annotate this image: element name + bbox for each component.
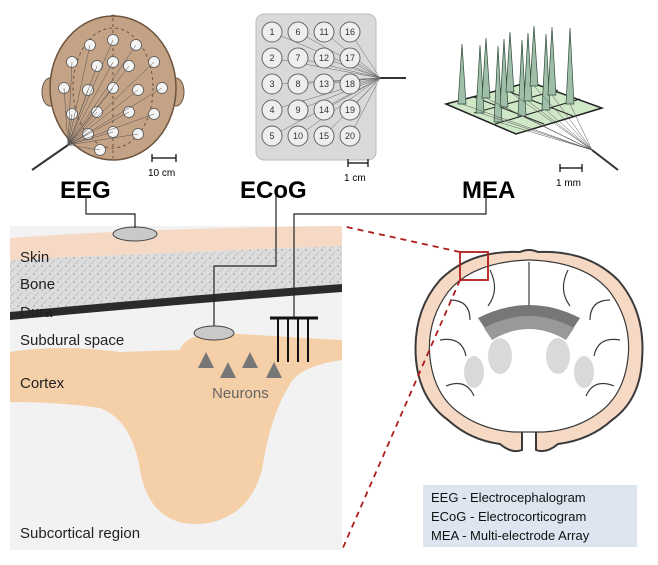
skin-label: Skin [20,249,49,266]
ecog-electrode-pad [261,125,283,147]
ecog-electrode-number: 2 [269,53,274,63]
mea-needles [457,25,575,123]
ecog-scale-bar: 1 cm [344,159,369,184]
eeg-head-illustration [31,14,185,171]
ecog-electrode-pad [313,125,335,147]
ecog-electrode-pad [287,21,309,43]
ecog-electrode-pad [261,73,283,95]
dura-label: Dura [20,304,53,321]
mea-needle [499,38,509,108]
ecog-electrode-number: 17 [345,53,355,63]
mea-needle [457,43,467,105]
legend-mea: MEA - Multi-electrode Array [431,528,590,543]
brain-coronal-section [414,249,644,453]
ecog-electrode-number: 16 [345,27,355,37]
ecog-electrode-pad [287,47,309,69]
ecog-electrode-pad [339,99,361,121]
ecog-electrode-number: 6 [295,27,300,37]
ecog-electrode-number: 15 [319,131,329,141]
eeg-electrode [112,226,158,242]
mea-needle [517,39,527,117]
ecog-electrode-number: 5 [269,131,274,141]
bone-label: Bone [20,276,55,293]
ecog-electrode-pad [287,125,309,147]
neurons [198,352,282,378]
dura-layer [10,284,342,320]
eeg-scalp-electrode [58,82,70,94]
ecog-electrode-number: 12 [319,53,329,63]
subcortical-label: Subcortical region [20,525,140,542]
ecog-electrode-number: 11 [319,27,328,37]
ecog-electrode-pad [339,47,361,69]
legend-ecog: ECoG - Electrocorticogram [431,509,587,524]
eeg-scale-bar: 10 cm [148,154,177,179]
neurons-label: Neurons [212,385,269,402]
ecog-electrode-number: 13 [319,79,329,89]
skin-layer [10,226,342,260]
mea-needle [493,45,503,123]
mea-title: MEA [462,177,515,204]
mea-needle [541,33,551,111]
ecog-electrode-pad [287,73,309,95]
ecog-electrode-pad [339,125,361,147]
ecog-electrode-pad [313,73,335,95]
ecog-electrode-number: 4 [269,105,274,115]
mea-needle [475,44,485,114]
bone-layer [10,246,342,312]
cortex-layer [10,333,342,525]
mea-needle [523,32,533,102]
ecog-electrode-number: 7 [295,53,300,63]
mea-needle [547,26,557,96]
ecog-electrode-number: 20 [345,131,355,141]
ecog-electrode-number: 19 [345,105,355,115]
zoom-lines [341,225,461,551]
eeg-wires [63,39,163,151]
mea-scale-label: 1 mm [556,178,581,189]
ecog-electrode-pad [339,21,361,43]
ecog-electrode-pad [313,47,335,69]
ecog-title: ECoG [240,177,307,204]
mea-illustration [443,25,619,171]
mea-needle [529,25,539,87]
ecog-scale-label: 1 cm [344,173,366,184]
ecog-electrode-number: 3 [269,79,274,89]
ecog-electrode-pad [261,47,283,69]
cross-section-panel: Skin Bone Dura Subdural space Cortex Sub… [10,226,342,550]
ecog-electrode-number: 1 [269,27,274,37]
ecog-electrode-pad [261,99,283,121]
ecog-electrode-pad [287,99,309,121]
ecog-electrode-pad [313,99,335,121]
connector-lines [85,196,487,326]
ecog-electrode-pad [339,73,361,95]
ecog-electrode-pad [261,21,283,43]
legend: EEG - Electrocephalogram ECoG - Electroc… [423,485,637,547]
ecog-electrode-pad [313,21,335,43]
cortex-label: Cortex [20,375,65,392]
legend-eeg: EEG - Electrocephalogram [431,490,586,505]
eeg-title: EEG [60,177,111,204]
subdural-label: Subdural space [20,332,124,349]
mea-needle [505,31,515,93]
zoom-box [459,251,489,281]
eeg-scale-label: 10 cm [148,168,175,179]
mea-scale-bar: 1 mm [556,164,583,189]
mea-wires [461,85,593,151]
ecog-electrode-number: 8 [295,79,300,89]
ecog-electrode-number: 10 [293,131,303,141]
ecog-electrode-number: 14 [319,105,329,115]
ecog-electrode-number: 9 [295,105,300,115]
ecog-electrode-number: 18 [345,79,355,89]
mea-needle [565,27,575,105]
ecog-electrode [193,325,235,341]
mea-needle [481,37,491,99]
